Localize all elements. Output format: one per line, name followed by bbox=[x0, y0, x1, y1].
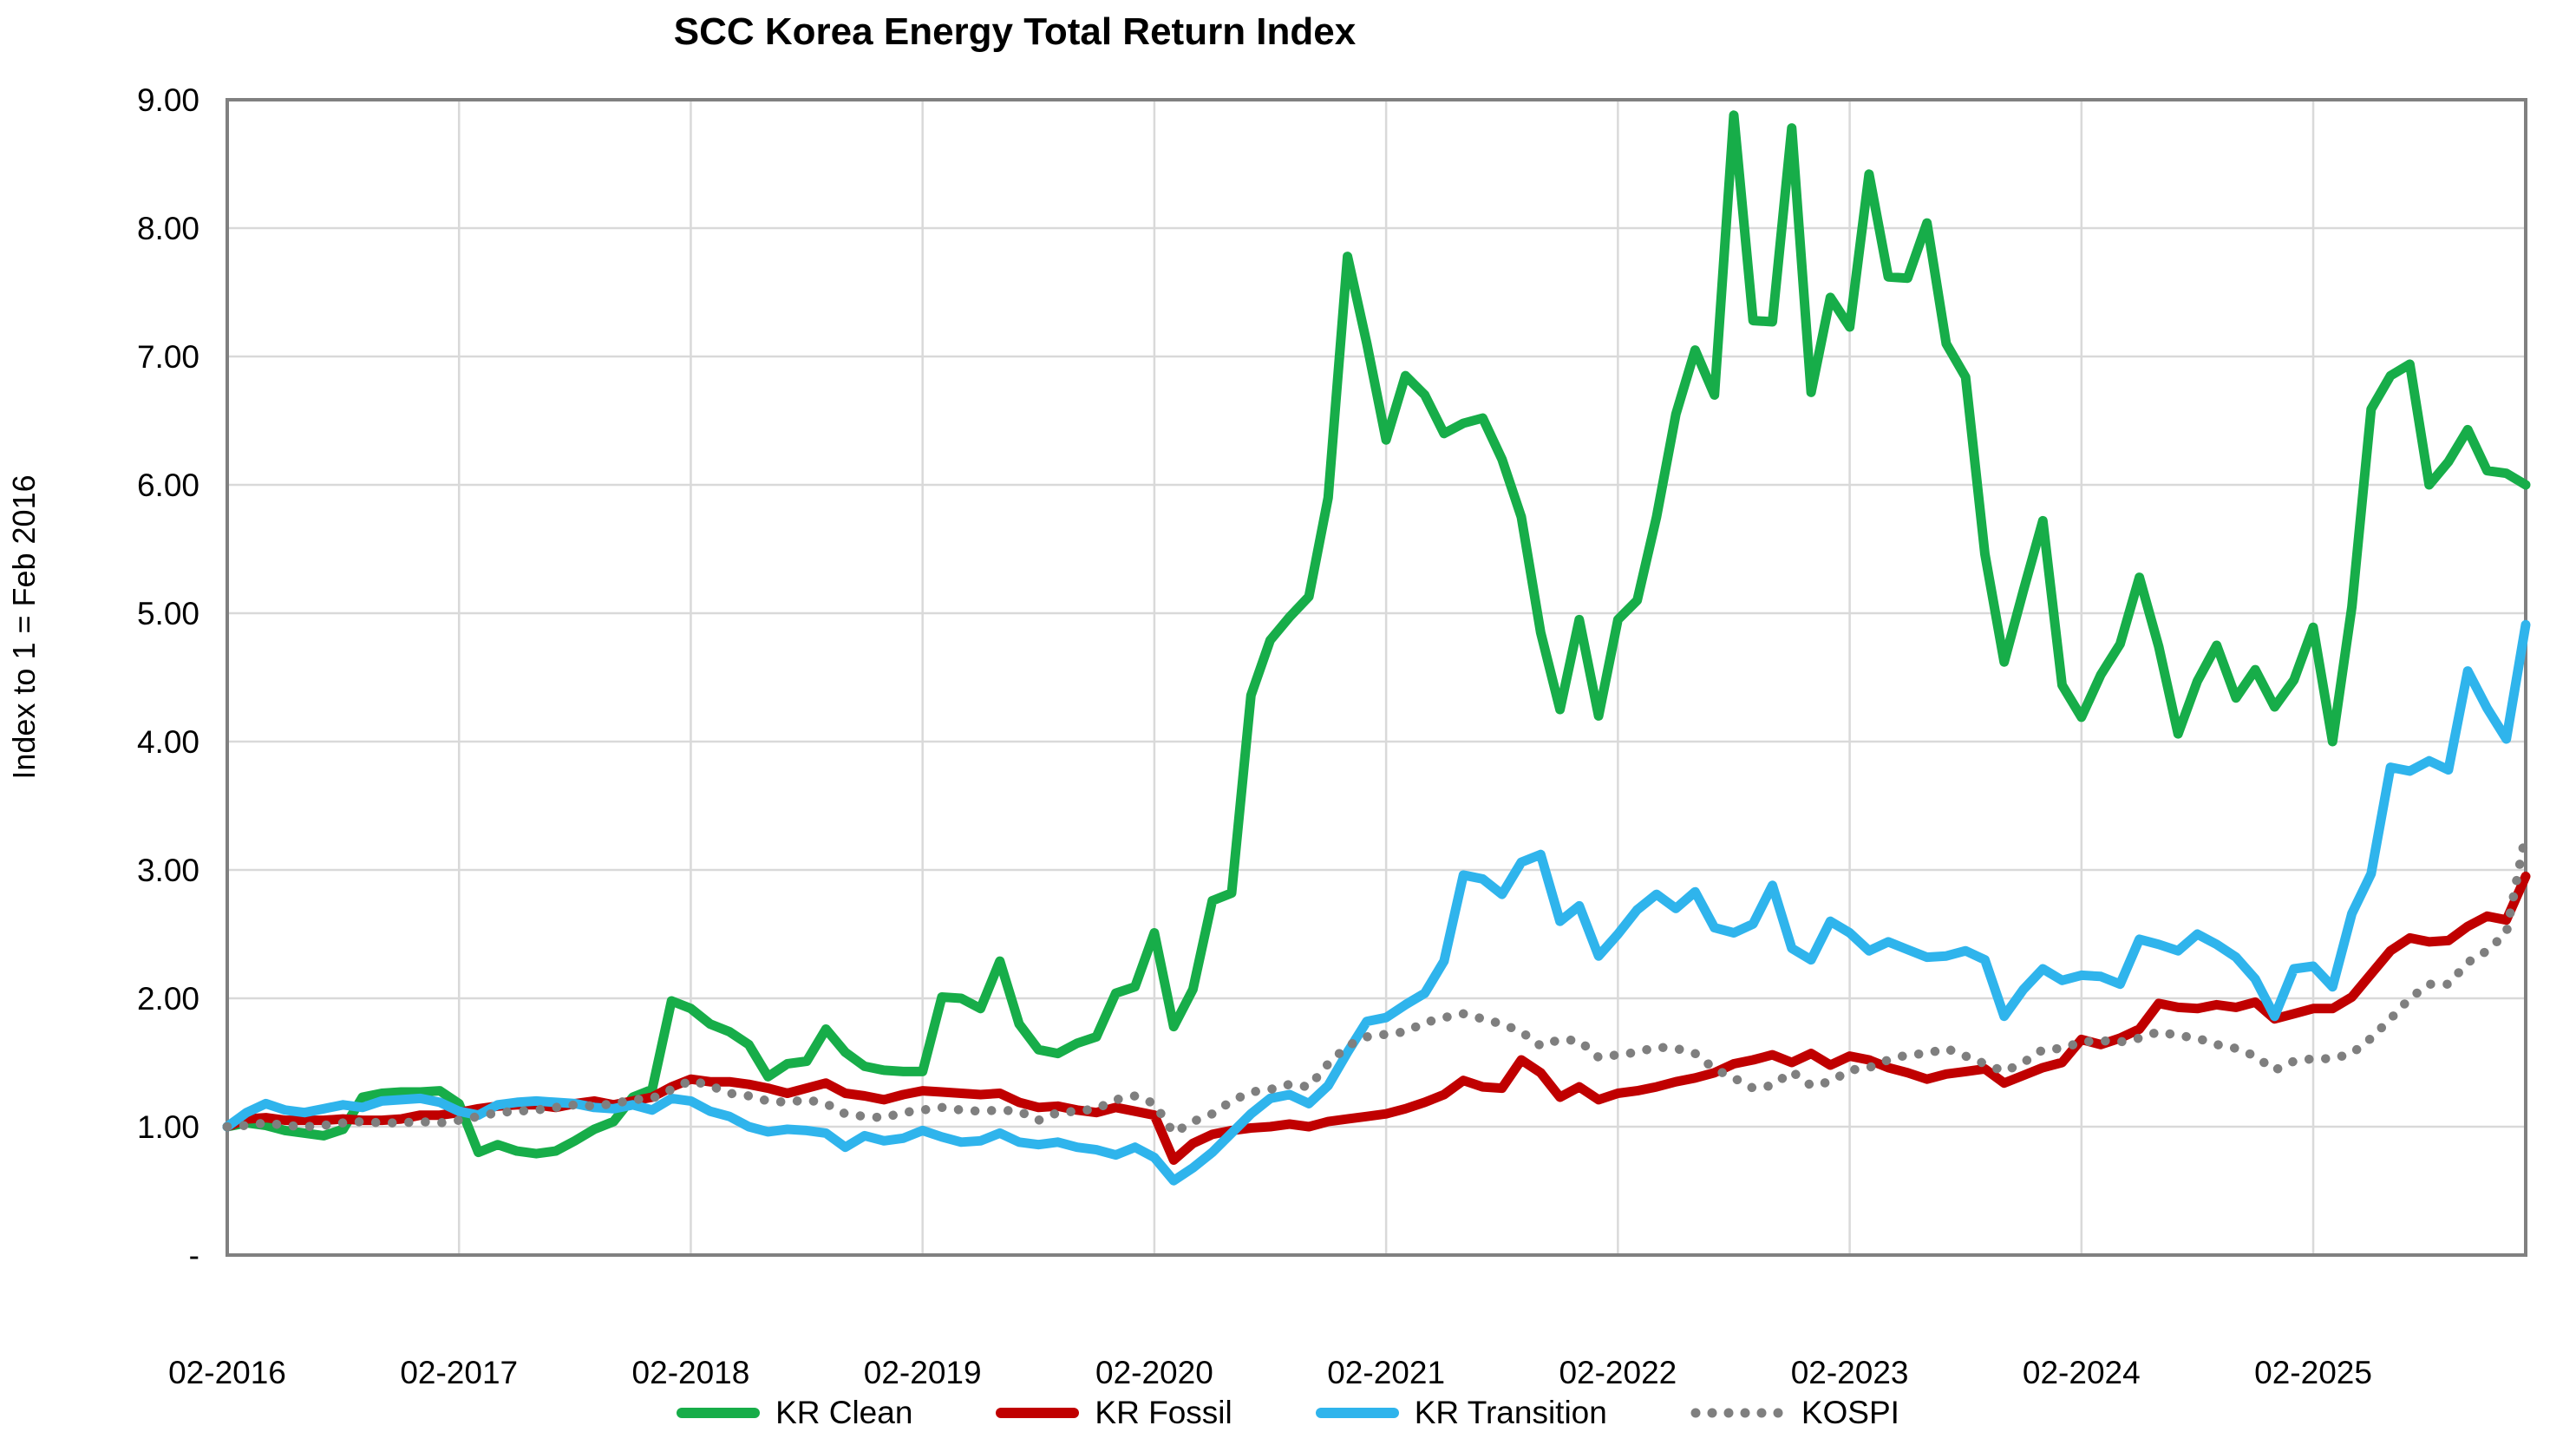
legend-label-kr-transition: KR Transition bbox=[1414, 1395, 1607, 1430]
x-tick-label: 02-2023 bbox=[1791, 1355, 1909, 1390]
plot-border bbox=[226, 98, 2527, 1257]
kospi-dotted-swatch-icon bbox=[1690, 1408, 1786, 1418]
chart-title: SCC Korea Energy Total Return Index bbox=[673, 10, 1357, 53]
y-tick-label: - bbox=[189, 1238, 199, 1273]
x-tick-label: 02-2024 bbox=[2023, 1355, 2141, 1390]
legend-item-kr-fossil: KR Fossil bbox=[996, 1395, 1232, 1431]
legend-item-kospi: KOSPI bbox=[1690, 1395, 1899, 1431]
legend-label-kospi: KOSPI bbox=[1801, 1395, 1899, 1430]
series-line-kr-transition bbox=[222, 619, 2531, 1186]
x-tick-label: 02-2021 bbox=[1327, 1355, 1445, 1390]
y-tick-label: 7.00 bbox=[137, 339, 199, 375]
legend-label-kr-clean: KR Clean bbox=[775, 1395, 913, 1430]
legend-label-kr-fossil: KR Fossil bbox=[1095, 1395, 1232, 1430]
legend-item-kr-clean: KR Clean bbox=[677, 1395, 912, 1431]
x-tick-label: 02-2016 bbox=[168, 1355, 286, 1390]
kr-clean-line-swatch-icon bbox=[677, 1408, 761, 1418]
y-tick-label: 3.00 bbox=[137, 853, 199, 888]
y-axis-title: Index to 1 = Feb 2016 bbox=[6, 474, 42, 780]
x-tick-label: 02-2018 bbox=[632, 1355, 750, 1390]
legend: KR Clean KR Fossil KR Transition KOSPI bbox=[0, 1395, 2576, 1431]
y-tick-label: 2.00 bbox=[137, 981, 199, 1017]
kr-transition-line-swatch-icon bbox=[1315, 1408, 1399, 1418]
x-tick-label: 02-2020 bbox=[1095, 1355, 1213, 1390]
kr-fossil-line-swatch-icon bbox=[996, 1408, 1080, 1418]
x-tick-label: 02-2025 bbox=[2254, 1355, 2372, 1390]
y-tick-label: 4.00 bbox=[137, 724, 199, 760]
y-tick-label: 1.00 bbox=[137, 1109, 199, 1145]
x-tick-label: 02-2019 bbox=[864, 1355, 982, 1390]
legend-item-kr-transition: KR Transition bbox=[1315, 1395, 1607, 1431]
y-tick-label: 5.00 bbox=[137, 596, 199, 631]
series-line-kr-clean bbox=[222, 110, 2531, 1159]
x-tick-label: 02-2017 bbox=[400, 1355, 518, 1390]
series-line-kospi bbox=[222, 829, 2531, 1138]
y-tick-label: 9.00 bbox=[137, 82, 199, 118]
y-tick-label: 8.00 bbox=[137, 211, 199, 246]
x-tick-label: 02-2022 bbox=[1559, 1355, 1677, 1390]
y-tick-label: 6.00 bbox=[137, 468, 199, 503]
